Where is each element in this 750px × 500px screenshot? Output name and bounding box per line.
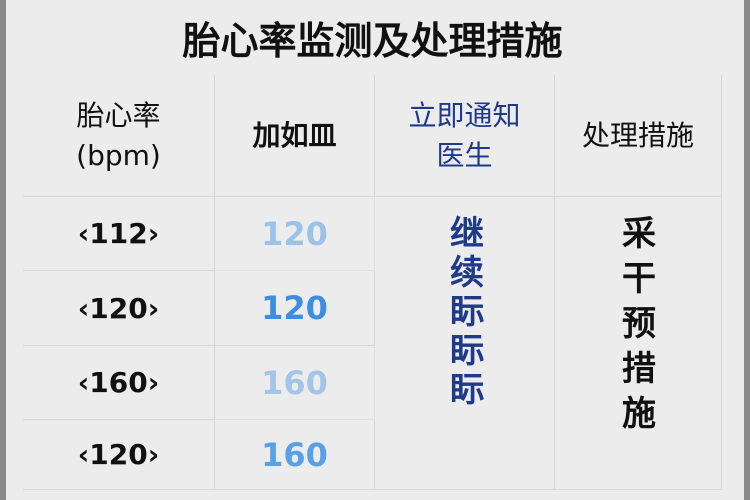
value-cell: 160 xyxy=(215,346,375,420)
value-cell: 120 xyxy=(215,197,375,271)
measures-merged-cell xyxy=(555,197,722,490)
value-cell: 120 xyxy=(215,271,375,346)
continue-text: 继续眎眎眎 xyxy=(450,214,484,410)
table-frame xyxy=(6,0,744,500)
rate-cell: ‹112› xyxy=(23,197,215,271)
header-rate: 胎心率 (bpm) xyxy=(23,75,215,197)
notify-merged-cell xyxy=(375,197,555,420)
intervention-text: 采干预措施 xyxy=(622,214,656,434)
header-col2: 加如皿 xyxy=(215,75,375,197)
value-cell: 160 xyxy=(215,420,375,490)
page-title: 胎心率监测及处理措施 xyxy=(182,19,563,63)
header-notify-doctor: 立即通知 医生 xyxy=(375,75,555,197)
header-measures: 处理措施 xyxy=(555,75,722,197)
rate-cell: ‹160› xyxy=(23,346,215,420)
rate-cell: ‹120› xyxy=(23,420,215,490)
notify-empty-cell xyxy=(375,420,555,490)
rate-cell: ‹120› xyxy=(23,271,215,346)
